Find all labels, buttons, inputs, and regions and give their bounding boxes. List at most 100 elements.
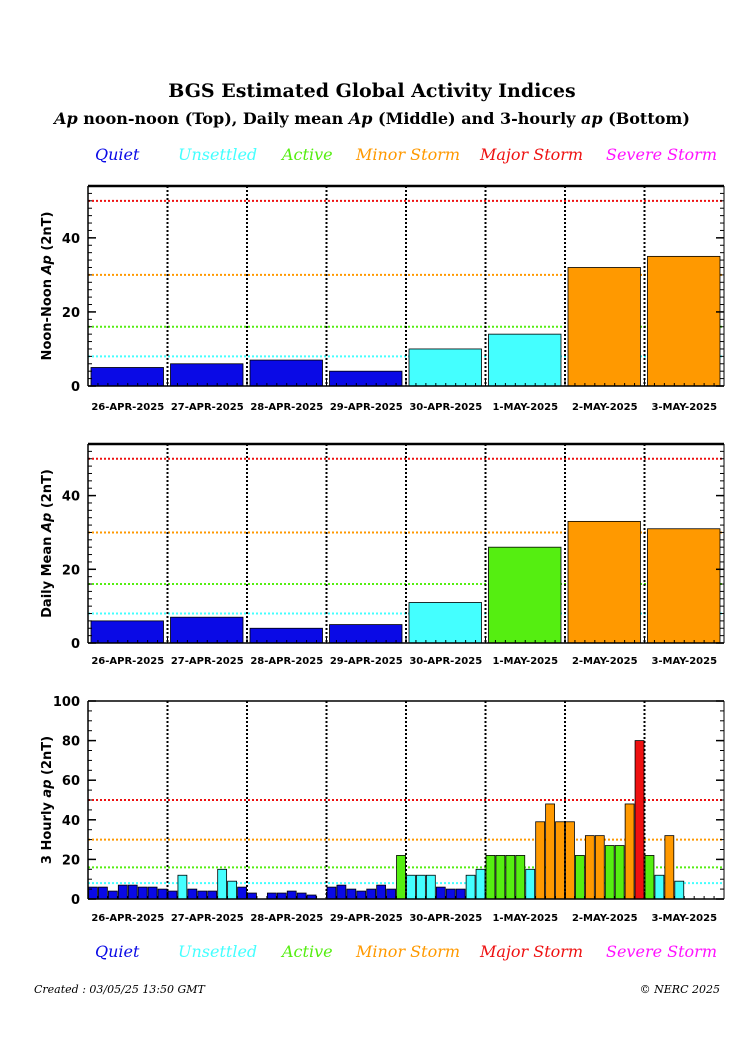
bar <box>425 874 436 900</box>
y-axis-label-part: Ap <box>40 513 55 533</box>
x-tick-label: 3-MAY-2025 <box>651 913 717 924</box>
bar <box>147 886 158 900</box>
x-tick-label: 3-MAY-2025 <box>651 656 717 667</box>
chart-panel-3: 0 20 40 60 80 100 26-APR-2025 27-APR-2025 28-APR… <box>40 695 725 924</box>
bar <box>117 884 128 900</box>
x-tick-label: 26-APR-2025 <box>91 913 164 924</box>
bar <box>107 890 118 900</box>
x-tick-label: 29-APR-2025 <box>330 656 403 667</box>
y-tick-label: 20 <box>62 563 80 578</box>
bar <box>604 845 615 900</box>
legend-item-major-storm: Major Storm <box>480 942 584 961</box>
subtitle-part: ap <box>581 109 603 128</box>
bar <box>624 803 635 900</box>
y-tick-label: 40 <box>62 814 80 829</box>
subtitle-part: Ap <box>348 109 373 128</box>
bar <box>217 868 228 900</box>
bar <box>346 888 357 900</box>
legend-item-active: Active <box>282 942 333 961</box>
bar <box>408 348 482 387</box>
bar <box>127 884 138 900</box>
bar <box>90 620 164 644</box>
bar <box>614 845 625 900</box>
chart-title: BGS Estimated Global Activity Indices <box>168 80 576 102</box>
bar <box>247 892 257 900</box>
x-tick-label: 3-MAY-2025 <box>651 402 717 413</box>
chart-subtitle: Ap noon-noon (Top), Daily mean Ap (Middl… <box>0 109 744 128</box>
x-tick-label: 1-MAY-2025 <box>492 402 558 413</box>
bar <box>286 890 297 900</box>
bar <box>545 803 555 900</box>
bar <box>555 821 565 900</box>
x-tick-label: 1-MAY-2025 <box>492 913 558 924</box>
x-tick-label: 28-APR-2025 <box>250 402 323 413</box>
bar <box>647 255 721 387</box>
x-tick-label: 27-APR-2025 <box>171 656 244 667</box>
legend-top: Quiet Unsettled Active Minor Storm Major Sto… <box>0 145 744 169</box>
bar <box>488 333 562 387</box>
bar <box>329 624 403 644</box>
bar <box>296 892 307 900</box>
x-tick-label: 2-MAY-2025 <box>572 402 638 413</box>
subtitle-part: noon-noon (Top), Daily mean <box>77 109 349 128</box>
bar <box>488 546 562 644</box>
legend-item-severe-storm: Severe Storm <box>606 145 717 164</box>
y-tick-label: 20 <box>62 306 80 321</box>
y-tick-label: 40 <box>62 490 80 505</box>
x-tick-label: 2-MAY-2025 <box>572 656 638 667</box>
bar <box>197 890 208 900</box>
x-tick-label: 30-APR-2025 <box>409 656 482 667</box>
y-axis-label-part: ap <box>40 779 55 797</box>
legend-bottom: Quiet Unsettled Active Minor Storm Major Sto… <box>0 942 744 966</box>
bar <box>644 855 655 900</box>
y-axis-label-part: Noon-Noon <box>40 275 55 361</box>
bar <box>249 359 323 387</box>
bar <box>167 890 178 900</box>
bar <box>408 602 482 644</box>
bar <box>634 740 645 900</box>
bar <box>157 888 168 900</box>
legend-item-unsettled: Unsettled <box>178 145 258 164</box>
bar <box>237 886 247 900</box>
bar <box>515 855 526 900</box>
bar <box>306 894 317 900</box>
bar <box>170 363 244 387</box>
y-axis-label-part: (2nT) <box>40 212 55 256</box>
copyright-notice: © NERC 2025 <box>639 983 720 996</box>
bar <box>137 886 148 900</box>
bar <box>664 835 675 900</box>
x-tick-label: 2-MAY-2025 <box>572 913 638 924</box>
x-tick-label: 30-APR-2025 <box>409 913 482 924</box>
x-tick-label: 30-APR-2025 <box>409 402 482 413</box>
y-axis-label-part: Ap <box>40 255 55 275</box>
bar <box>227 880 237 900</box>
y-tick-label: 60 <box>62 774 80 789</box>
bar <box>575 855 585 900</box>
x-tick-label: 27-APR-2025 <box>171 402 244 413</box>
subtitle-part: (Bottom) <box>602 109 690 128</box>
bar <box>88 886 98 900</box>
subtitle-part: (Middle) and 3-hourly <box>372 109 582 128</box>
bar <box>567 267 641 387</box>
legend-item-severe-storm: Severe Storm <box>606 942 717 961</box>
x-tick-label: 26-APR-2025 <box>91 656 164 667</box>
y-axis-label-part: (2nT) <box>40 469 55 513</box>
x-tick-label: 29-APR-2025 <box>330 913 403 924</box>
bar <box>435 886 446 900</box>
bar <box>386 888 396 900</box>
y-axis-label-part: Daily Mean <box>40 532 55 618</box>
bar <box>406 874 416 900</box>
bar <box>416 874 426 900</box>
bar <box>505 855 516 900</box>
created-timestamp: Created : 03/05/25 13:50 GMT <box>34 983 205 996</box>
y-axis-label: Noon-Noon Ap (2nT) <box>40 212 55 361</box>
bar <box>177 874 188 900</box>
x-tick-label: 27-APR-2025 <box>171 913 244 924</box>
subtitle-part: Ap <box>54 109 78 128</box>
x-tick-label: 1-MAY-2025 <box>492 656 558 667</box>
bar <box>485 855 496 900</box>
bar <box>326 886 337 900</box>
bar <box>170 616 244 644</box>
y-tick-label: 40 <box>62 232 80 247</box>
bar <box>187 888 198 900</box>
